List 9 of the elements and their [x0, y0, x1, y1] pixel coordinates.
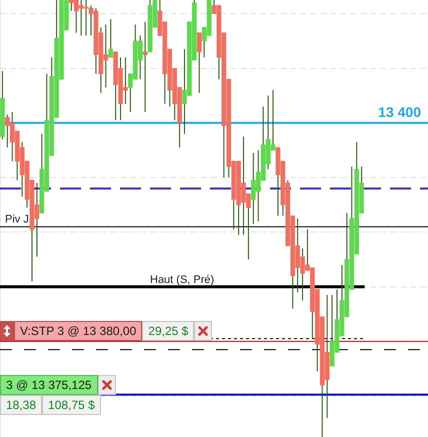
- annotation: 29,25 $: [142, 321, 194, 342]
- ref-line-label: 13 400: [378, 104, 422, 120]
- ref-line-label: Haut (S, Pré): [150, 274, 214, 286]
- annotation: 3 @ 13 375,125: [0, 374, 98, 395]
- ref-line-label: V:STP 3 @ 13 380,00: [14, 321, 142, 342]
- annotation: 108,75 $: [42, 394, 101, 415]
- candlestick: [142, 22, 148, 112]
- annotation: 18,38: [0, 394, 42, 415]
- ref-line-label: Piv J: [5, 214, 29, 226]
